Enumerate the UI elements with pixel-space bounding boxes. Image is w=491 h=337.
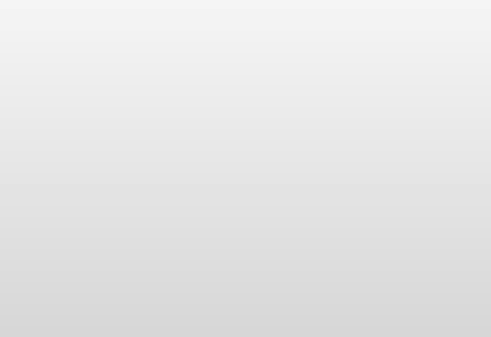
Bar bbox=[353, 142, 431, 297]
Bar bbox=[70, 119, 148, 297]
Bar bbox=[218, 120, 302, 306]
Bar bbox=[78, 128, 161, 306]
Legend: 3-Year ROI: 3-Year ROI bbox=[210, 45, 291, 66]
Text: 64.04%: 64.04% bbox=[82, 127, 129, 140]
Title: 3-Year ROI: 3-Year ROI bbox=[194, 19, 307, 39]
Bar bbox=[212, 110, 289, 297]
Bar bbox=[360, 152, 443, 306]
Text: 55.53%: 55.53% bbox=[364, 151, 412, 163]
Text: 67.18%: 67.18% bbox=[223, 118, 271, 131]
